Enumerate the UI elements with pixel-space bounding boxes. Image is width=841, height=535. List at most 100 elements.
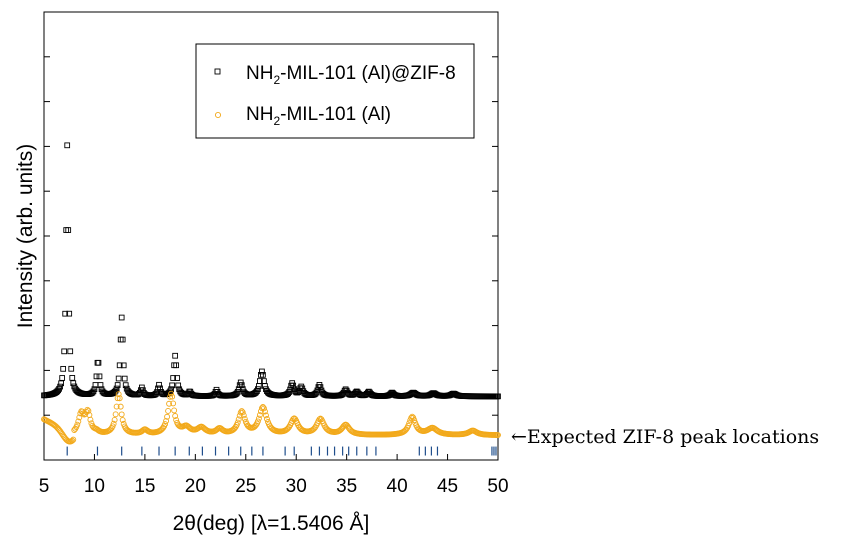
x-tick-label: 5 xyxy=(39,476,50,497)
data-point-mil101 xyxy=(116,395,123,402)
data-point-mil101 xyxy=(166,400,173,407)
data-point-mil101 xyxy=(74,421,81,428)
data-point-mil101 xyxy=(411,417,418,424)
y-axis-ticks xyxy=(44,56,498,416)
data-point-composite xyxy=(70,380,77,387)
data-point-composite xyxy=(61,348,68,355)
data-point-composite xyxy=(257,378,263,384)
data-point-composite xyxy=(238,382,245,388)
data-point-mil101 xyxy=(109,423,116,430)
x-tick-label: 20 xyxy=(185,476,206,497)
data-point-mil101 xyxy=(290,416,297,422)
data-point-composite xyxy=(69,375,76,381)
data-point-mil101 xyxy=(163,418,170,424)
x-tick-label: 30 xyxy=(286,476,307,497)
data-point-mil101 xyxy=(234,419,241,426)
data-point-mil101 xyxy=(118,411,125,418)
legend-box xyxy=(195,43,475,139)
data-point-composite xyxy=(64,142,71,149)
x-tick-label: 40 xyxy=(387,476,408,497)
data-point-mil101 xyxy=(85,407,92,414)
data-point-mil101 xyxy=(256,412,263,419)
data-point-mil101 xyxy=(172,413,179,419)
data-point-mil101 xyxy=(115,391,122,398)
data-point-composite xyxy=(113,385,120,392)
data-point-mil101 xyxy=(239,409,246,416)
data-point-composite xyxy=(170,375,176,381)
data-point-composite xyxy=(317,384,324,390)
data-point-mil101 xyxy=(164,413,171,420)
data-point-composite xyxy=(59,375,66,381)
data-point-composite xyxy=(118,314,125,321)
data-point-mil101 xyxy=(406,420,413,427)
legend-marker-circle xyxy=(214,111,222,119)
data-point-composite xyxy=(172,352,179,359)
data-point-mil101 xyxy=(114,395,121,402)
data-point-mil101 xyxy=(170,400,177,407)
data-point-composite xyxy=(119,336,126,343)
x-axis-ticks: 5 10 15 20 25 30 35 40 45 50 xyxy=(39,454,509,497)
data-point-composite xyxy=(60,365,67,372)
data-point-mil101 xyxy=(169,393,176,400)
data-point-composite xyxy=(58,380,65,387)
data-point-composite xyxy=(57,383,63,390)
data-point-composite xyxy=(260,372,266,378)
data-point-composite xyxy=(65,227,72,233)
data-point-composite xyxy=(120,362,127,369)
data-point-mil101 xyxy=(58,429,65,436)
data-point-composite xyxy=(121,375,128,382)
data-point-mil101 xyxy=(260,405,267,412)
data-point-mil101 xyxy=(263,412,269,419)
data-point-mil101 xyxy=(70,436,77,443)
data-point-mil101 xyxy=(84,406,91,413)
data-point-mil101 xyxy=(75,418,82,425)
data-point-mil101 xyxy=(235,416,242,423)
x-tick-label: 50 xyxy=(487,476,508,497)
data-point-mil101 xyxy=(261,408,268,415)
data-point-mil101 xyxy=(117,403,124,410)
data-point-mil101 xyxy=(69,437,76,444)
data-point-composite xyxy=(122,382,129,388)
data-point-composite xyxy=(116,362,123,369)
legend-marker-square xyxy=(214,68,221,75)
data-point-mil101 xyxy=(255,415,262,422)
data-point-composite xyxy=(96,373,103,380)
x-tick-label: 35 xyxy=(336,476,357,497)
data-point-composite xyxy=(169,382,175,389)
x-tick-label: 15 xyxy=(134,476,155,497)
data-point-mil101 xyxy=(87,416,94,423)
legend-entry-mil101: NH2-MIL-101 (Al) xyxy=(246,104,391,128)
x-tick-label: 25 xyxy=(235,476,256,497)
data-point-composite xyxy=(290,382,297,389)
data-point-composite xyxy=(114,382,121,388)
data-point-mil101 xyxy=(113,403,120,410)
series-mil101-points xyxy=(41,390,501,445)
data-point-mil101 xyxy=(119,417,126,423)
data-point-composite xyxy=(259,368,265,375)
data-point-mil101 xyxy=(241,415,248,422)
data-point-mil101 xyxy=(111,416,118,423)
x-tick-label: 45 xyxy=(437,476,458,497)
data-point-composite xyxy=(67,348,74,355)
data-point-composite xyxy=(115,375,122,382)
data-point-mil101 xyxy=(110,420,117,427)
data-point-mil101 xyxy=(171,407,178,414)
data-point-composite xyxy=(173,362,180,369)
data-point-composite xyxy=(174,375,181,381)
data-point-mil101 xyxy=(264,416,270,422)
data-point-mil101 xyxy=(495,432,501,438)
y-axis-title: Intensity (arb. units) xyxy=(14,144,37,328)
data-point-composite xyxy=(68,365,75,372)
data-point-mil101 xyxy=(165,408,172,414)
data-point-mil101 xyxy=(167,393,174,400)
data-point-mil101 xyxy=(258,405,265,412)
data-point-mil101 xyxy=(59,431,66,437)
data-point-composite xyxy=(156,381,162,388)
reference-ticks-annotation: ←Expected ZIF-8 peak locations xyxy=(511,426,819,448)
data-point-composite xyxy=(62,310,69,317)
data-point-composite xyxy=(66,310,73,317)
data-point-mil101 xyxy=(254,418,261,425)
data-point-composite xyxy=(175,382,182,389)
